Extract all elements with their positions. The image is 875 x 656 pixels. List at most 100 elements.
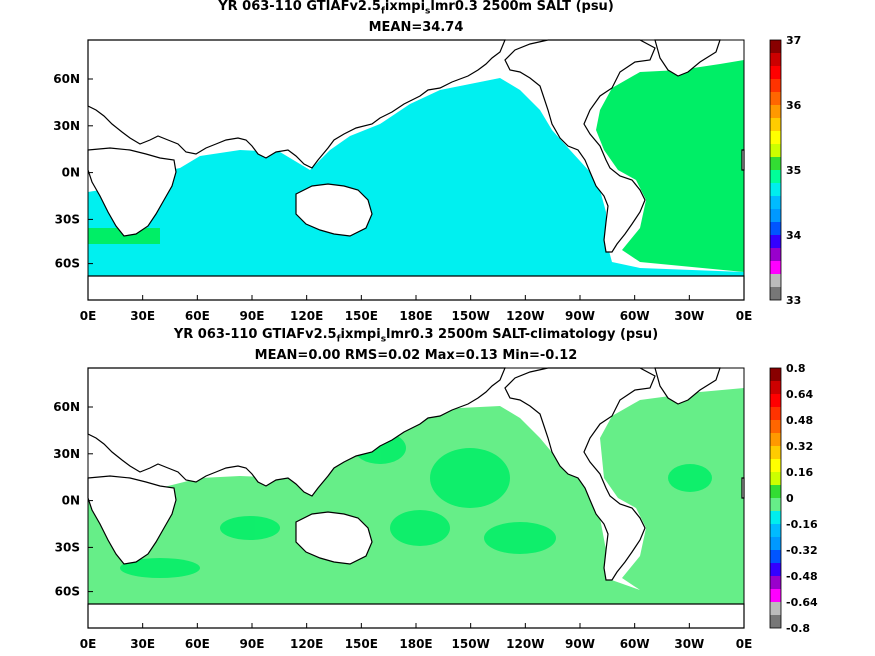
panel1-title: YR 063-110 GTIAFv2.5fixmpislmr0.3 2500m …	[0, 0, 832, 17]
colorbar-segment	[770, 472, 781, 485]
colorbar-tick-label: 0.32	[786, 440, 813, 453]
colorbar-segment	[770, 407, 781, 420]
colorbar-tick-label: -0.8	[786, 622, 810, 635]
x-tick-label: 150E	[345, 309, 378, 323]
y-tick-label: 0N	[62, 494, 80, 508]
colorbar-segment	[770, 79, 781, 92]
colorbar-tick-label: -0.64	[786, 596, 818, 609]
panel1-stats: MEAN=34.74	[368, 20, 464, 35]
colorbar-frame	[769, 367, 782, 629]
colorbar-segment	[770, 222, 781, 235]
colorbar-tick-label: 35	[786, 164, 801, 177]
colorbar-segment	[770, 485, 781, 498]
colorbar-segment	[770, 105, 781, 118]
colorbar-tick-label: 37	[786, 34, 801, 47]
colorbar-tick-label: 0.64	[786, 388, 813, 401]
colorbar-segment	[770, 118, 781, 131]
x-tick-label: 30E	[130, 309, 155, 323]
colorbar-segment	[770, 420, 781, 433]
colorbar-frame	[769, 39, 782, 301]
panel2-patches	[120, 432, 712, 578]
x-tick-label: 120W	[506, 309, 544, 323]
colorbar-segment	[770, 144, 781, 157]
colorbar-segment	[770, 563, 781, 576]
x-tick-label: 150W	[452, 637, 490, 651]
colorbar-segment	[770, 381, 781, 394]
panel1-pacific-region	[88, 78, 744, 278]
colorbar-segment	[770, 274, 781, 287]
panel2-title-text: YR 063-110 GTIAFv2.5	[173, 327, 337, 342]
colorbar-segment	[770, 433, 781, 446]
y-tick-label: 60S	[55, 585, 80, 599]
panel2-title: YR 063-110 GTIAFv2.5fixmpislmr0.3 2500m …	[0, 327, 832, 345]
x-tick-label: 90W	[565, 309, 595, 323]
x-tick-label: 90E	[240, 309, 265, 323]
panel1-atlantic-region	[596, 60, 744, 272]
x-tick-label: 0E	[736, 309, 753, 323]
colorbar-segment	[770, 537, 781, 550]
colorbar-segment	[770, 576, 781, 589]
x-tick-label: 180E	[399, 637, 432, 651]
x-tick-label: 60E	[185, 637, 210, 651]
colorbar-tick-label: 36	[786, 99, 802, 112]
x-tick-label: 30W	[674, 309, 704, 323]
x-tick-label: 60W	[620, 309, 650, 323]
x-tick-label: 120W	[506, 637, 544, 651]
axis-ticks: 0E 30E 60E 90E 120E 150E 180E 150W 120W 90W 60W 30W…	[53, 72, 752, 651]
x-tick-label: 30E	[130, 637, 155, 651]
colorbar-tick-label: -0.48	[786, 570, 818, 583]
x-tick-label: 30W	[674, 637, 704, 651]
colorbar-tick-label: 0.48	[786, 414, 813, 427]
x-tick-label: 90E	[240, 637, 265, 651]
y-tick-label: 0N	[62, 166, 80, 180]
y-tick-label: 30S	[55, 212, 80, 226]
y-tick-label: 60N	[53, 400, 80, 414]
colorbar-tick-label: -0.32	[786, 544, 818, 557]
colorbar-segment	[770, 524, 781, 537]
y-tick-label: 30S	[55, 540, 80, 554]
colorbars: 33 34 35 36 37 0.8 0.64 0.48 0.32 0.16 0 -0.16 -0.32…	[769, 34, 818, 635]
colorbar-segment	[770, 40, 781, 53]
colorbar-segment	[770, 157, 781, 170]
colorbar-segment	[770, 131, 781, 144]
colorbar-segment	[770, 66, 781, 79]
x-tick-label: 120E	[290, 637, 323, 651]
colorbar-segment	[770, 368, 781, 381]
colorbar-segment	[770, 196, 781, 209]
y-tick-label: 60S	[55, 257, 80, 271]
y-tick-label: 60N	[53, 72, 80, 86]
colorbar-segment	[770, 602, 781, 615]
x-tick-label: 0E	[80, 637, 97, 651]
panel2-ocean-region	[88, 388, 744, 604]
panel1-title-end: lmr0.3 2500m SALT (psu)	[430, 0, 614, 14]
colorbar-segment	[770, 53, 781, 66]
x-tick-label: 0E	[736, 637, 753, 651]
colorbar-segment	[770, 287, 781, 300]
colorbar-segment	[770, 235, 781, 248]
panel1-title-sub: f	[380, 6, 385, 17]
colorbar-segment	[770, 209, 781, 222]
panel2-map	[87, 367, 745, 629]
colorbar-segment	[770, 615, 781, 628]
colorbar-segment	[770, 446, 781, 459]
panel2-title-end: lmr0.3 2500m SALT-climatology (psu)	[386, 327, 659, 342]
colorbar-segment	[770, 394, 781, 407]
colorbar-segment	[770, 261, 781, 274]
panel2-title-sub: f	[336, 334, 341, 345]
y-tick-label: 30N	[53, 119, 80, 133]
panel2-title-mid: ixmpi	[340, 327, 381, 342]
colorbar-tick-label: 0	[786, 492, 794, 505]
x-tick-label: 180E	[399, 309, 432, 323]
colorbar-tick-label: 0.16	[786, 466, 813, 479]
x-tick-label: 0E	[80, 309, 97, 323]
y-tick-label: 30N	[53, 447, 80, 461]
colorbar-segment	[770, 248, 781, 261]
x-tick-label: 150E	[345, 637, 378, 651]
colorbar-tick-label: 33	[786, 294, 801, 307]
x-tick-label: 60W	[620, 637, 650, 651]
x-tick-label: 120E	[290, 309, 323, 323]
panel1-title-text: YR 063-110 GTIAFv2.5	[218, 0, 381, 14]
panel1-title-mid: ixmpi	[384, 0, 426, 14]
colorbar-tick-label: -0.16	[786, 518, 818, 531]
